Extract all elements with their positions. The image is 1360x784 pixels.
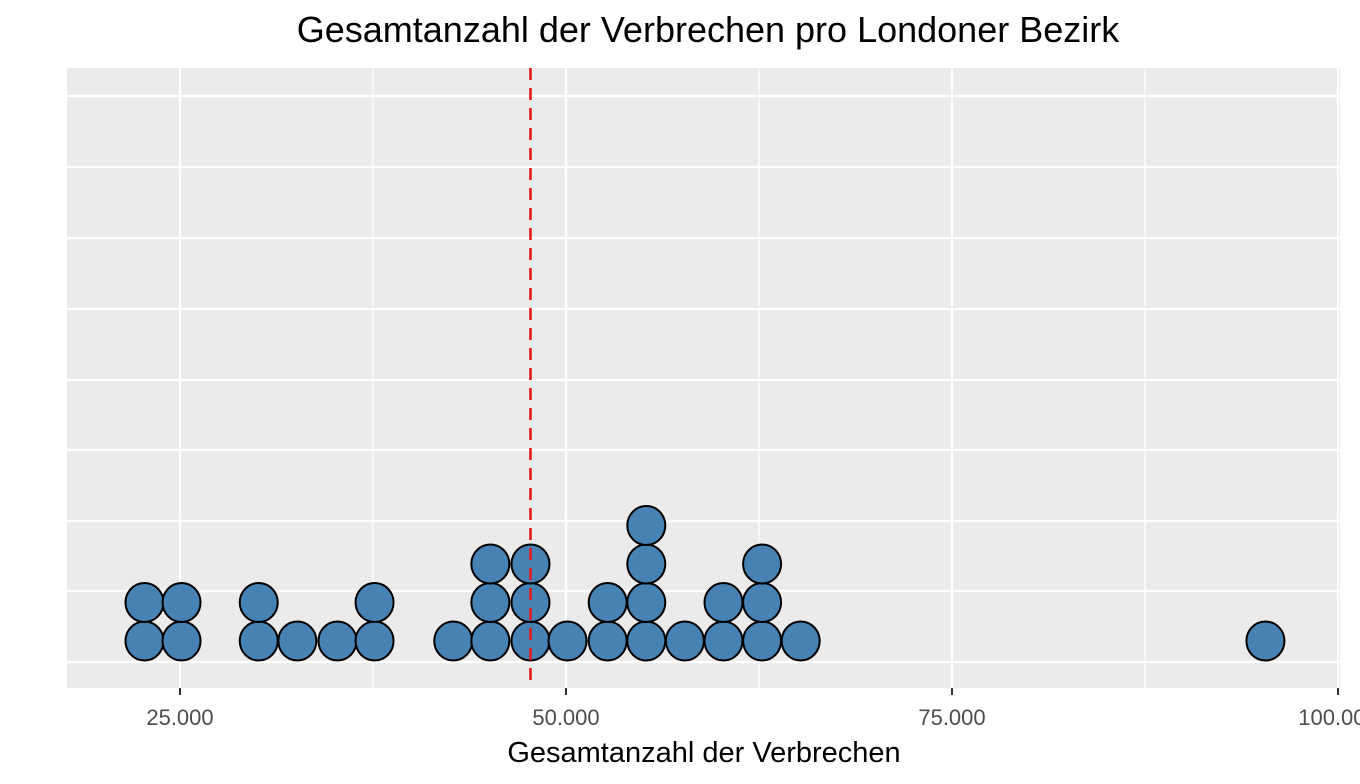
- dot: [587, 582, 628, 623]
- dot: [703, 582, 744, 623]
- dot: [742, 543, 783, 585]
- dot: [587, 620, 628, 662]
- dot: [124, 620, 165, 662]
- dot: [354, 582, 395, 623]
- x-axis-label: Gesamtanzahl der Verbrechen: [507, 737, 900, 769]
- x-tick-label: 25.000: [146, 705, 213, 730]
- dot: [626, 582, 667, 623]
- dot: [470, 543, 511, 585]
- dot: [626, 505, 667, 546]
- dot: [317, 620, 358, 662]
- dot: [124, 582, 165, 623]
- dot: [470, 620, 511, 662]
- dot: [161, 582, 202, 623]
- dot: [626, 543, 667, 585]
- dot: [354, 620, 395, 662]
- x-tick-label: 100.000: [1298, 705, 1360, 730]
- x-tick-label: 75.000: [918, 705, 985, 730]
- x-tick-label: 50.000: [532, 705, 599, 730]
- dot: [547, 620, 588, 662]
- plot-panel: [67, 68, 1340, 688]
- dot: [510, 543, 551, 585]
- dot: [664, 620, 705, 662]
- dot: [433, 620, 474, 662]
- dot: [626, 620, 667, 662]
- dot: [703, 620, 744, 662]
- dot: [470, 582, 511, 623]
- dot: [238, 620, 279, 662]
- dot: [238, 582, 279, 623]
- dot: [780, 620, 821, 662]
- dots: [124, 505, 1286, 662]
- dot: [742, 620, 783, 662]
- dot: [161, 620, 202, 662]
- dot: [1245, 620, 1286, 662]
- dot: [742, 582, 783, 623]
- chart-title: Gesamtanzahl der Verbrechen pro Londoner…: [297, 9, 1120, 50]
- x-axis-ticks: 25.000 50.000 75.000 100.000: [146, 688, 1360, 730]
- dot: [277, 620, 318, 662]
